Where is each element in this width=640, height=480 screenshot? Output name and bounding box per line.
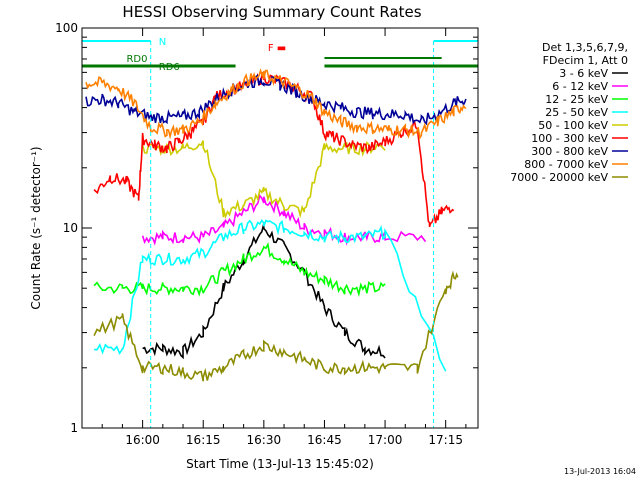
- legend-label-2: 12 - 25 keV: [545, 93, 608, 106]
- x-tick-label-5: 17:15: [428, 433, 463, 447]
- n-annotation: N: [159, 37, 166, 48]
- f-annotation: F ▬: [268, 43, 286, 54]
- x-tick-label-4: 17:00: [368, 433, 403, 447]
- series-line-7: [85, 68, 467, 141]
- y-tick-label-0: 1: [70, 421, 78, 435]
- legend-label-1: 6 - 12 keV: [552, 80, 608, 93]
- legend-header-0: Det 1,3,5,6,7,9,: [542, 41, 628, 54]
- y-axis-label: Count Rate (s⁻¹ detector⁻¹): [29, 146, 43, 309]
- x-tick-label-3: 16:45: [307, 433, 342, 447]
- series-line-8: [93, 270, 459, 382]
- series-line-4: [141, 140, 386, 220]
- annotation-layer: N F ▬ RD0 RD6: [82, 37, 478, 428]
- legend-label-7: 800 - 7000 keV: [524, 158, 608, 171]
- series-line-3: [93, 218, 447, 372]
- x-tick-label-1: 16:15: [186, 433, 221, 447]
- timestamp-stamp: 13-Jul-2013 16:04: [564, 467, 636, 476]
- series-line-2: [93, 241, 386, 298]
- axis-layer: 16:00 16:15 16:30 16:45 17:00 17:15 1 10 100: [55, 21, 478, 447]
- series-line-1: [141, 193, 427, 246]
- legend-label-5: 100 - 300 keV: [531, 132, 608, 145]
- y-tick-label-1: 10: [63, 221, 78, 235]
- legend-label-4: 50 - 100 keV: [538, 119, 608, 132]
- legend-label-0: 3 - 6 keV: [559, 67, 608, 80]
- x-tick-label-0: 16:00: [125, 433, 160, 447]
- y-tick-label-2: 100: [55, 21, 78, 35]
- legend-header-1: FDecim 1, Att 0: [543, 54, 628, 67]
- legend: Det 1,3,5,6,7,9,FDecim 1, Att 03 - 6 keV…: [510, 41, 628, 184]
- legend-label-8: 7000 - 20000 keV: [510, 171, 608, 184]
- rd6-annotation: RD6: [159, 62, 180, 73]
- x-tick-label-2: 16:30: [247, 433, 282, 447]
- legend-label-6: 300 - 800 keV: [531, 145, 608, 158]
- legend-label-3: 25 - 50 keV: [545, 106, 608, 119]
- series-layer: [85, 68, 467, 382]
- rd0-annotation: RD0: [126, 54, 147, 65]
- x-axis-label: Start Time (13-Jul-13 15:45:02): [186, 457, 374, 471]
- chart-title: HESSI Observing Summary Count Rates: [122, 3, 421, 21]
